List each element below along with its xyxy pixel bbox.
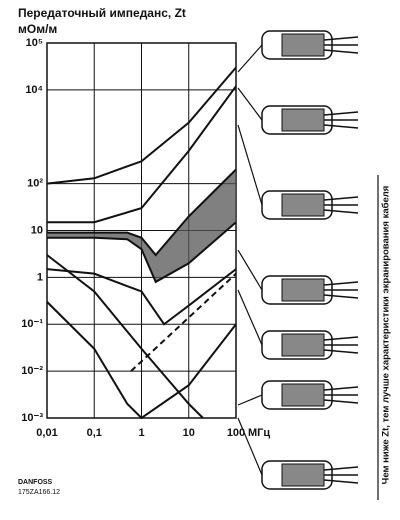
cable-wire [323, 209, 359, 214]
cable-wire [323, 49, 359, 54]
cable-wire [323, 349, 359, 354]
cable-wire [323, 336, 359, 341]
pointer-arrow [237, 417, 263, 476]
line [47, 85, 237, 224]
cable-wire [323, 111, 359, 116]
cable-wire [323, 466, 359, 471]
y-tick-label: 10⁻¹ [21, 318, 43, 330]
cable-wire [323, 479, 359, 484]
line [46, 268, 237, 326]
line [46, 66, 237, 185]
line [46, 254, 204, 419]
pointer-arrow [237, 249, 263, 291]
cable-wire [323, 196, 359, 201]
cable-shield [281, 193, 325, 217]
cable-shield [281, 108, 325, 132]
footer-text: 175ZA166.12 [18, 489, 60, 496]
x-tick-label: 10 [183, 427, 195, 439]
chart-title: Передаточный импеданс, Zt [18, 6, 186, 20]
x-tick-label: 0,1 [87, 427, 102, 439]
y-tick-label: 10⁻² [21, 365, 43, 377]
y-axis-label: мОм/м [18, 22, 57, 36]
cable-wire [323, 386, 359, 391]
x-tick-label: 1 [138, 427, 144, 439]
y-tick-label: 10 [31, 224, 43, 236]
cable-wire [323, 124, 359, 129]
y-tick-label: 1 [37, 271, 43, 283]
cable-wire [323, 36, 359, 41]
cable-shield [281, 463, 325, 487]
y-tick-label: 10⁴ [25, 84, 43, 96]
cable-wire [323, 294, 359, 299]
cable-wire [323, 281, 359, 286]
y-tick-label: 10² [27, 178, 43, 190]
x-axis-label: МГц [248, 427, 270, 439]
footer-text: DANFOSS [18, 479, 53, 486]
cable-wire [323, 399, 359, 404]
y-tick-label: 10⁵ [26, 37, 43, 49]
line [46, 301, 237, 420]
cable-shield [281, 33, 325, 57]
pointer-arrow [237, 394, 263, 406]
cable-shield [281, 278, 325, 302]
line [130, 272, 237, 372]
x-tick-label: 0,01 [36, 427, 57, 439]
pointer-arrow [237, 289, 263, 346]
line [47, 168, 237, 257]
cable-shield [281, 333, 325, 357]
y-tick-label: 10⁻³ [21, 412, 43, 424]
pointer-arrow [237, 44, 263, 73]
band-fill [47, 169, 236, 282]
cable-shield [281, 383, 325, 407]
pointer-arrow [237, 124, 263, 206]
line [47, 221, 237, 284]
side-note: Чем ниже Zt, тем лучше характеристики эк… [381, 186, 392, 485]
pointer-arrow [237, 87, 263, 121]
x-tick-label: 100 [227, 427, 245, 439]
